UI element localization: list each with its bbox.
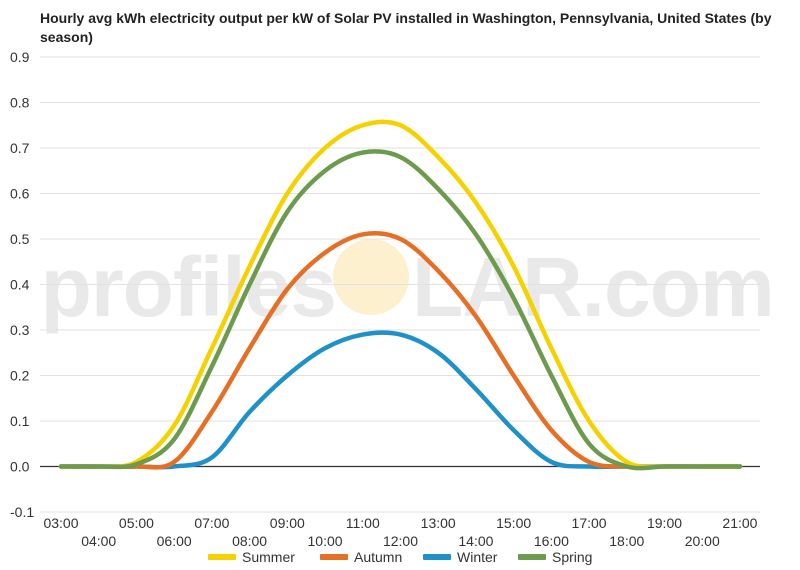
legend-label: Autumn (354, 549, 403, 565)
legend: Summer Autumn Winter Spring (0, 549, 800, 569)
x-tick-label: 15:00 (496, 515, 531, 531)
x-tick-label: 04:00 (81, 533, 116, 549)
series-line-winter (58, 330, 743, 470)
legend-swatch (208, 554, 236, 560)
series-line-spring (58, 149, 743, 471)
x-tick-label: 12:00 (383, 533, 418, 549)
y-tick-label: 0.5 (10, 231, 30, 247)
x-tick-label: 18:00 (609, 533, 644, 549)
y-tick-label: 0.1 (10, 413, 30, 429)
x-tick-label: 05:00 (119, 515, 154, 531)
legend-label: Summer (242, 549, 295, 565)
y-tick-label: 0.2 (10, 368, 30, 384)
x-axis: 03:00 05:00 07:00 09:00 11:00 13:00 15:00 17:00… (43, 515, 757, 549)
y-tick-label: -0.1 (10, 504, 34, 520)
y-tick-label: 0.7 (10, 140, 30, 156)
legend-item-spring: Spring (518, 549, 592, 565)
legend-swatch (518, 554, 546, 560)
legend-swatch (320, 554, 348, 560)
x-tick-label: 21:00 (722, 515, 757, 531)
y-tick-label: 0.8 (10, 95, 30, 111)
x-tick-label: 20:00 (685, 533, 720, 549)
x-tick-label: 14:00 (458, 533, 493, 549)
y-tick-label: 0.3 (10, 322, 30, 338)
legend-item-summer: Summer (208, 549, 295, 565)
watermark-logo: profiles LAR.com (0, 237, 800, 337)
x-tick-label: 11:00 (346, 515, 380, 531)
y-tick-label: 0.6 (10, 186, 30, 202)
x-tick-label: 17:00 (572, 515, 607, 531)
chart-title: Hourly avg kWh electricity output per kW… (40, 10, 772, 45)
watermark-sun-icon (333, 239, 409, 315)
x-tick-label: 03:00 (43, 515, 78, 531)
x-tick-label: 19:00 (647, 515, 682, 531)
legend-item-autumn: Autumn (320, 549, 402, 565)
y-tick-label: 0.0 (10, 459, 30, 475)
series-line-autumn (58, 231, 743, 470)
y-tick-label: 0.4 (10, 277, 30, 293)
x-tick-label: 07:00 (194, 515, 229, 531)
watermark-text-right: LAR.com (412, 240, 775, 334)
x-tick-label: 13:00 (421, 515, 456, 531)
series-layer (58, 119, 743, 471)
y-axis: -0.1 0.0 0.1 0.2 0.3 0.4 0.5 0.6 0.7 0.8 0.9 (10, 49, 34, 520)
legend-label: Spring (552, 549, 593, 565)
legend-label: Winter (457, 549, 498, 565)
x-tick-label: 09:00 (270, 515, 305, 531)
x-tick-label: 06:00 (157, 533, 192, 549)
y-tick-label: 0.9 (10, 49, 30, 65)
x-tick-label: 10:00 (308, 533, 343, 549)
series-line-summer (58, 119, 743, 470)
legend-swatch (423, 554, 451, 560)
legend-item-winter: Winter (423, 549, 497, 565)
x-tick-label: 08:00 (232, 533, 267, 549)
x-tick-label: 16:00 (534, 533, 569, 549)
